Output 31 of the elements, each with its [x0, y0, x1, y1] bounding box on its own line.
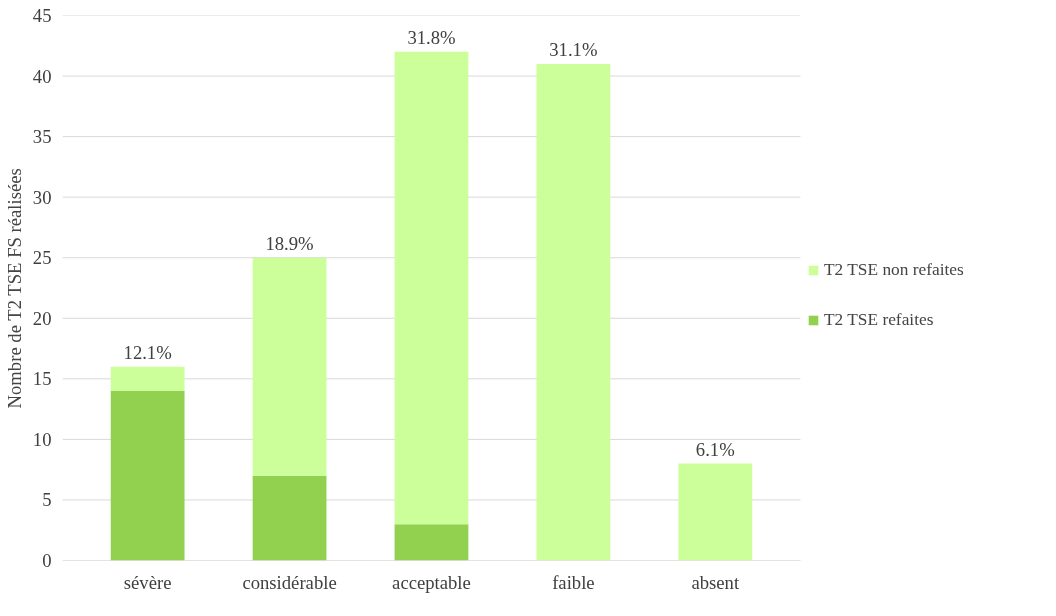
annotation: 31.8% — [407, 26, 456, 48]
y-tick-label: 40 — [32, 65, 52, 87]
annotation: 12.1% — [123, 341, 172, 363]
bar — [252, 475, 327, 561]
bar — [394, 51, 469, 525]
annotation: 6.1% — [695, 438, 735, 460]
legend-label: T2 TSE refaites — [824, 310, 934, 330]
annotation: 18.9% — [265, 232, 314, 254]
x-tick-label: sévère — [123, 571, 172, 593]
y-tick-label: 25 — [32, 247, 52, 269]
annotation: 31.1% — [549, 38, 598, 60]
bar — [252, 257, 327, 476]
bar — [536, 63, 611, 561]
x-tick-label: acceptable — [392, 571, 471, 593]
x-tick-label: absent — [691, 571, 740, 593]
x-tick-label: faible — [552, 571, 595, 593]
y-tick-label: 5 — [42, 489, 52, 511]
y-tick-label: 30 — [32, 186, 52, 208]
y-tick-label: 0 — [42, 550, 52, 571]
legend-label: T2 TSE non refaites — [824, 260, 964, 280]
bar — [110, 366, 185, 391]
y-axis-title: Nombre de T2 TSE FS réalisées — [3, 168, 25, 409]
x-tick-label: considérable — [242, 571, 337, 593]
y-tick-label: 10 — [32, 428, 52, 450]
y-tick-label: 45 — [32, 5, 52, 26]
bar — [110, 390, 185, 561]
bar — [678, 463, 753, 561]
y-tick-label: 35 — [32, 126, 52, 148]
bar — [394, 524, 469, 561]
y-tick-label: 15 — [32, 368, 52, 390]
y-tick-label: 20 — [32, 307, 52, 329]
